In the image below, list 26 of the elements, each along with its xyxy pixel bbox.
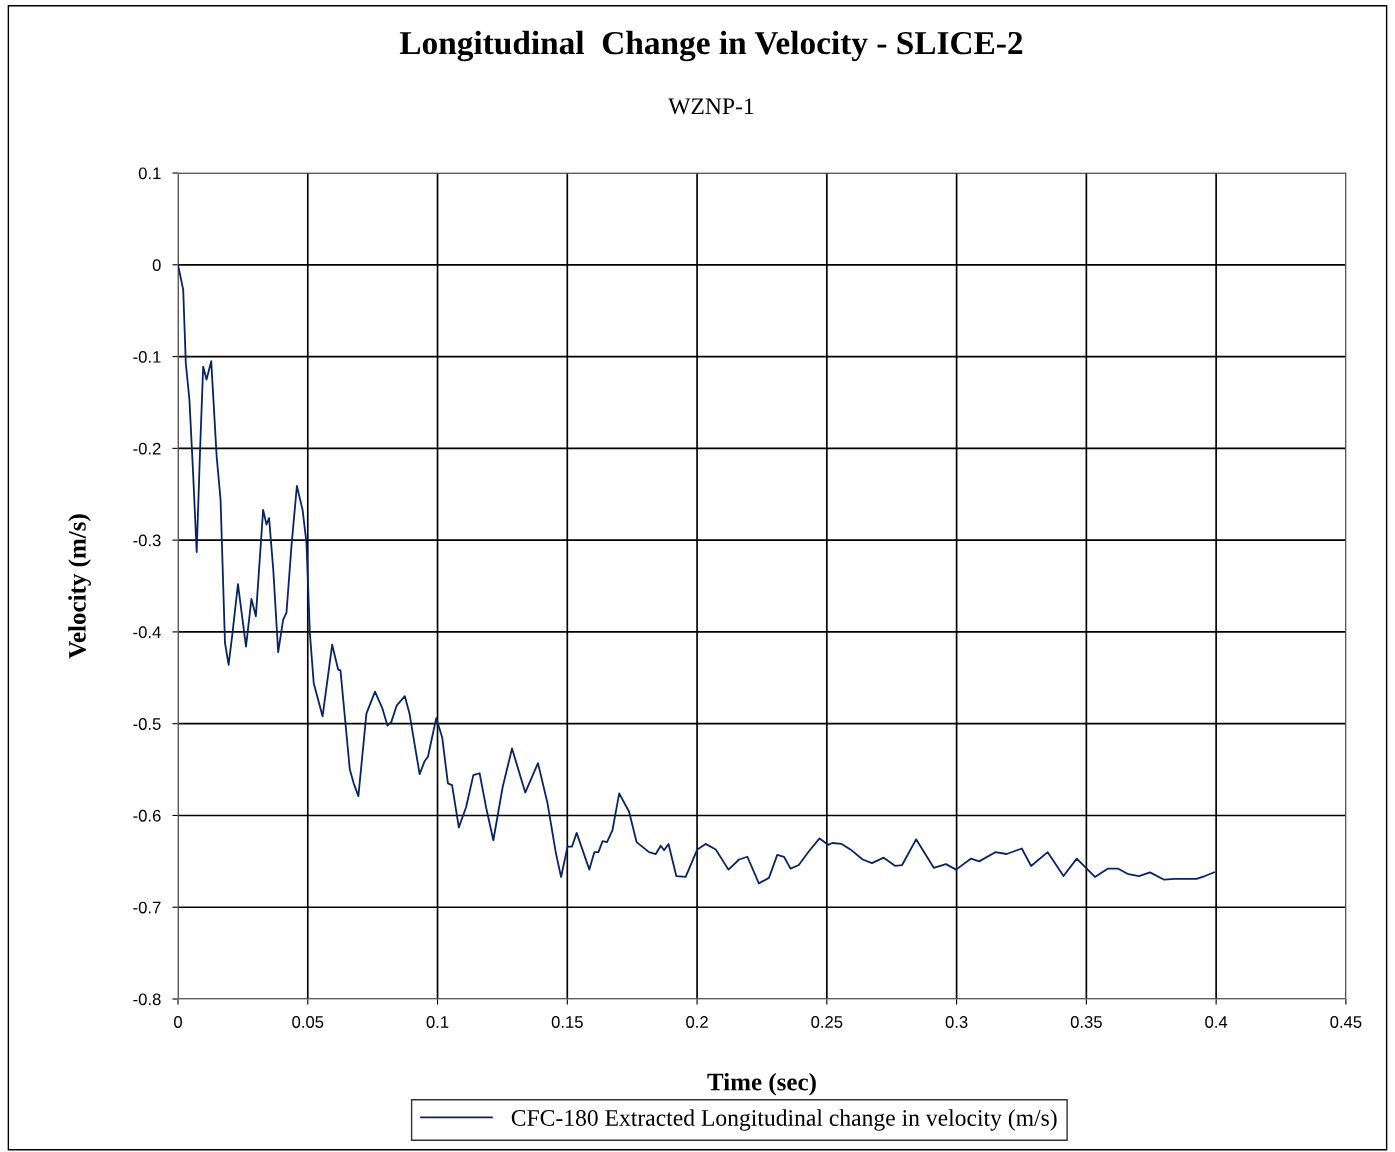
y-tick-label: 0.1 xyxy=(138,167,161,180)
legend-label: CFC-180 Extracted Longitudinal change in velocity (m/s) xyxy=(511,1109,1057,1131)
x-tick-label: 0.45 xyxy=(1330,1016,1362,1028)
y-tick-label: -0.6 xyxy=(133,809,161,822)
x-tick-label: 0.3 xyxy=(945,1016,968,1028)
y-tick-label: -0.1 xyxy=(133,350,161,363)
y-tick-label: -0.2 xyxy=(133,442,161,455)
line-series xyxy=(178,263,1215,885)
x-tick-label: 0.05 xyxy=(292,1016,324,1028)
x-tick-label: 0.4 xyxy=(1205,1016,1228,1028)
x-tick-label: 0.35 xyxy=(1070,1016,1102,1028)
y-tick-label: -0.4 xyxy=(133,626,161,639)
x-tick-label: 0.25 xyxy=(811,1016,843,1028)
chart-title: Longitudinal Change in Velocity - SLICE-2 xyxy=(399,30,1023,62)
y-axis-title: Velocity (m/s) xyxy=(68,514,91,659)
y-tick-label: -0.5 xyxy=(133,718,161,730)
x-axis-title: Time (sec) xyxy=(707,1072,816,1096)
x-tick-label: 0.1 xyxy=(426,1016,449,1028)
y-tick-label: -0.3 xyxy=(133,534,161,547)
x-tick-label: 0 xyxy=(174,1016,182,1028)
y-tick-label: -0.8 xyxy=(133,993,161,1006)
y-tick-label: -0.7 xyxy=(133,901,161,914)
chart-subtitle: WZNP-1 xyxy=(668,98,754,115)
x-tick-label: 0.2 xyxy=(686,1016,708,1028)
x-tick-label: 0.15 xyxy=(551,1016,583,1028)
y-tick-label: 0 xyxy=(152,259,161,272)
